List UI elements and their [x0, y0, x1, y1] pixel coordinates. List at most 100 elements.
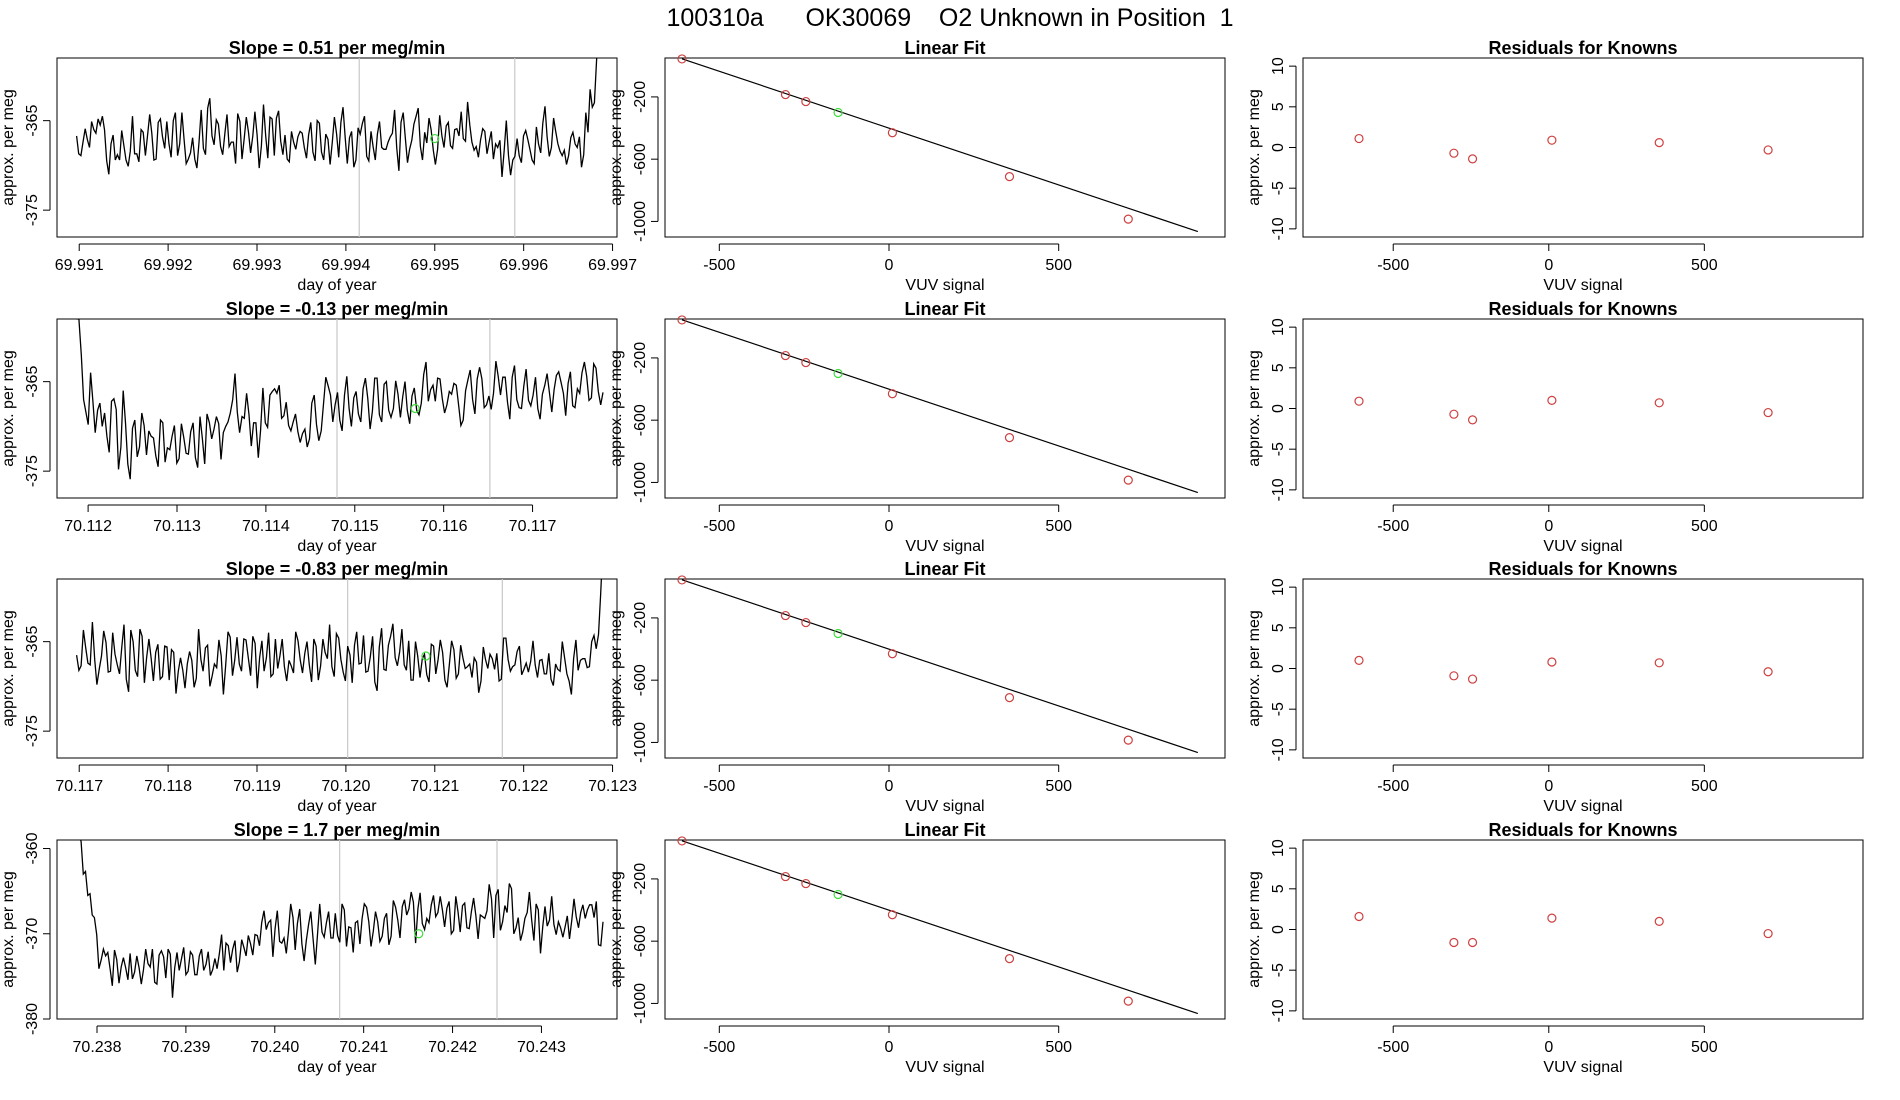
chart-panel-r1-c1: Slope = 0.51 per meg/min 69.991 69.992 69.9… [0, 38, 637, 294]
x-tick-label: -500 [1377, 778, 1409, 795]
known-point [887, 389, 897, 399]
residual-point [1654, 398, 1664, 408]
residual-point [1467, 415, 1478, 425]
plot-frame [1302, 578, 1864, 759]
y-tick-label: 10 [1270, 839, 1287, 857]
x-axis-label: day of year [297, 277, 377, 294]
chart-panel-r4-c3: Residuals for Knowns -500 0 500 VUV signal 10… [1246, 820, 1864, 1076]
chart-title: Residuals for Knowns [1488, 820, 1677, 840]
chart-title: Residuals for Knowns [1488, 559, 1677, 579]
known-point [677, 54, 687, 64]
fit-line [681, 58, 1199, 233]
y-tick-label: -10 [1270, 217, 1287, 240]
y-tick-label: -365 [24, 105, 41, 137]
unknown-point [833, 628, 843, 639]
page-title: 100310a OK30069 O2 Unknown in Position 1 [666, 4, 1234, 32]
residual-point [1763, 928, 1773, 939]
y-tick-label: -10 [1270, 738, 1287, 761]
x-tick-label: 70.241 [339, 1039, 388, 1056]
x-tick-label: 70.117 [509, 518, 557, 535]
x-tick-label: 0 [885, 518, 894, 535]
chart-title: Residuals for Knowns [1488, 38, 1677, 58]
residual-point [1354, 655, 1364, 665]
x-tick-label: 0 [1544, 1039, 1553, 1056]
x-tick-label: 69.993 [233, 257, 282, 274]
known-point [780, 89, 791, 100]
x-axis-label: VUV signal [905, 1059, 984, 1076]
residual-point [1654, 916, 1664, 926]
plot-frame [664, 839, 1226, 1020]
x-tick-label: 70.114 [242, 518, 290, 535]
x-tick-label: 69.994 [321, 257, 370, 274]
y-axis-label: approx. per meg [1246, 610, 1263, 727]
chart-panel-r2-c2: Linear Fit -500 0 500 VUV signal -200 -600 -100… [608, 299, 1226, 555]
x-tick-label: 500 [1691, 778, 1718, 795]
y-tick-label: -360 [24, 832, 41, 864]
chart-panel-r1-c2: Linear Fit -500 0 500 VUV signal -200 -600 -100… [608, 38, 1226, 294]
chart-title: Linear Fit [904, 820, 985, 840]
y-tick-label: -1000 [632, 983, 649, 1024]
y-tick-label: 0 [1270, 664, 1287, 673]
chart-title: Linear Fit [904, 559, 985, 579]
x-tick-label: 69.995 [410, 257, 459, 274]
y-tick-label: 5 [1270, 102, 1287, 111]
residual-point [1547, 135, 1557, 145]
x-tick-label: 500 [1045, 778, 1072, 795]
x-tick-label: 70.122 [499, 778, 548, 795]
y-axis-label: approx. per meg [1246, 350, 1263, 467]
y-tick-label: -600 [632, 143, 649, 175]
residual-point [1354, 133, 1364, 144]
fit-line [681, 840, 1199, 1015]
x-tick-label: -500 [703, 257, 735, 274]
x-tick-label: 500 [1045, 257, 1072, 274]
known-point [677, 836, 687, 846]
y-axis-label: approx. per meg [608, 610, 625, 727]
chart-panel-r3-c1: Slope = -0.83 per meg/min 70.117 70.118 70.… [0, 559, 637, 815]
x-axis-label: VUV signal [1543, 798, 1622, 815]
x-tick-label: 69.991 [55, 257, 104, 274]
known-point [887, 649, 897, 659]
unknown-point [414, 929, 424, 939]
x-tick-label: 0 [1544, 518, 1553, 535]
known-point [780, 350, 791, 361]
y-tick-label: -10 [1270, 478, 1287, 501]
residual-point [1354, 911, 1364, 922]
x-tick-label: 70.113 [153, 518, 201, 535]
known-point [801, 357, 811, 368]
unknown-point [833, 368, 843, 379]
chart-panel-r3-c2: Linear Fit -500 0 500 VUV signal -200 -600 -100… [608, 559, 1226, 815]
y-tick-label: 10 [1270, 57, 1287, 75]
x-tick-label: 500 [1045, 518, 1072, 535]
chart-panel-r4-c1: Slope = 1.7 per meg/min 70.238 70.239 70.24… [0, 820, 618, 1076]
x-tick-label: 70.115 [331, 518, 379, 535]
residual-point [1449, 671, 1459, 681]
chart-title: Slope = 0.51 per meg/min [229, 38, 446, 58]
residual-point [1547, 913, 1557, 923]
residual-point [1449, 409, 1459, 419]
known-point [801, 878, 811, 889]
residual-point [1654, 138, 1664, 148]
x-tick-label: 70.242 [428, 1039, 477, 1056]
chart-panel-r1-c3: Residuals for Knowns -500 0 500 VUV signal 10… [1246, 38, 1864, 294]
y-axis-label: approx. per meg [608, 350, 625, 467]
y-tick-label: -200 [632, 863, 649, 895]
plot-frame [664, 57, 1226, 238]
y-axis-label: approx. per meg [0, 350, 17, 467]
series-line [75, 58, 598, 178]
x-axis-label: VUV signal [1543, 538, 1622, 555]
x-tick-label: 500 [1691, 1039, 1718, 1056]
plot-frame [56, 578, 618, 759]
x-tick-label: 70.118 [144, 778, 192, 795]
y-tick-label: -200 [632, 602, 649, 634]
unknown-point [421, 651, 431, 661]
y-tick-label: -600 [632, 404, 649, 436]
x-axis-label: VUV signal [905, 798, 984, 815]
y-tick-label: -1000 [632, 201, 649, 242]
fit-line [681, 319, 1199, 494]
y-tick-label: 10 [1270, 318, 1287, 336]
known-point [801, 96, 811, 107]
x-axis-label: day of year [297, 538, 377, 555]
x-tick-label: 70.239 [161, 1039, 210, 1056]
chart-title: Linear Fit [904, 38, 985, 58]
unknown-point [833, 107, 843, 118]
